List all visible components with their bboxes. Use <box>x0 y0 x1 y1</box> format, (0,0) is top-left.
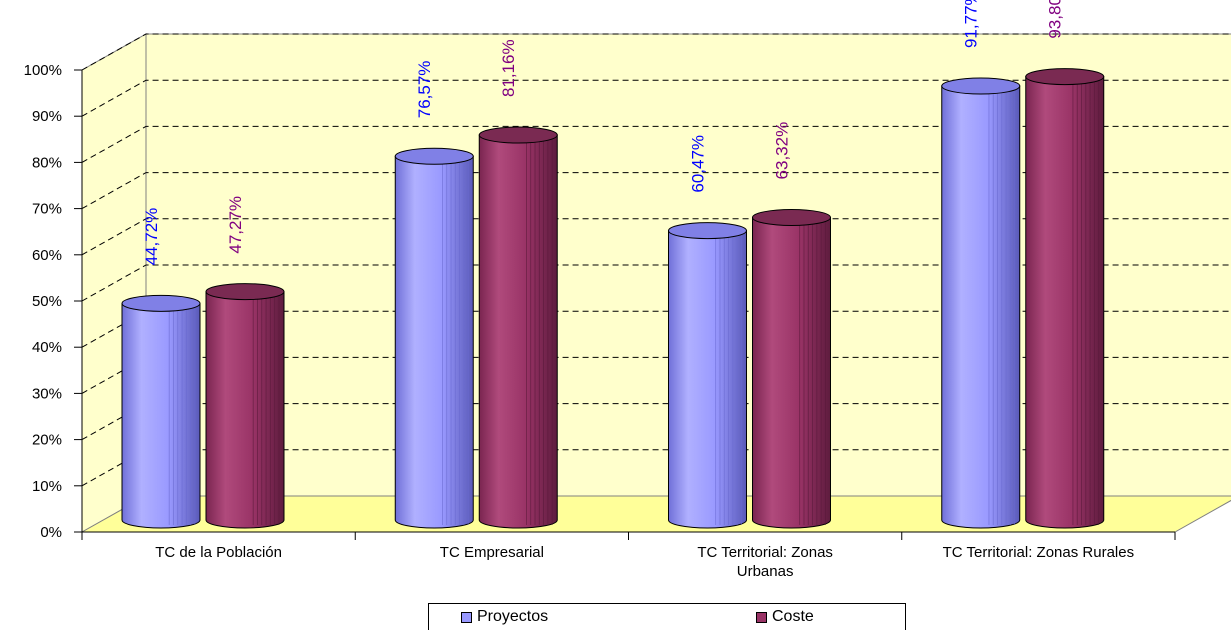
y-tick-label: 0% <box>40 524 62 541</box>
gridline <box>81 264 1231 302</box>
legend-label-proyectos: Proyectos <box>477 608 549 625</box>
y-tick-label: 40% <box>32 339 62 356</box>
y-tick-label: 90% <box>32 108 62 125</box>
bar-top <box>205 283 285 301</box>
gridline <box>81 172 1231 210</box>
gridline <box>81 218 1231 256</box>
bar-top <box>1025 68 1105 86</box>
y-tick-label: 20% <box>32 432 62 449</box>
legend-swatch-proyectos <box>461 611 472 623</box>
bar <box>478 134 558 529</box>
y-tick-label: 30% <box>32 385 62 402</box>
y-tick-label: 100% <box>24 62 62 79</box>
y-tick-label: 70% <box>32 201 62 218</box>
bar-top <box>941 77 1021 95</box>
legend-item-proyectos: Proyectos <box>461 608 548 626</box>
y-tick-label: 80% <box>32 154 62 171</box>
bar-top <box>394 147 474 165</box>
bar <box>121 302 201 529</box>
data-label: 81,16% <box>499 39 518 97</box>
bar-top <box>668 222 747 240</box>
bar-top <box>121 294 201 312</box>
data-label: 91,77% <box>962 0 981 48</box>
legend-item-coste: Coste <box>756 608 814 626</box>
bar <box>1025 76 1105 529</box>
x-tick-label: TC Territorial: Zonas <box>697 544 833 561</box>
data-label: 63,32% <box>773 122 792 180</box>
gridline <box>81 125 1231 163</box>
bar <box>394 155 474 529</box>
legend-label-coste: Coste <box>772 608 814 625</box>
x-tick-label: TC Territorial: Zonas Rurales <box>943 544 1134 561</box>
bar <box>941 85 1021 529</box>
data-label: 60,47% <box>689 135 708 193</box>
bar <box>668 230 747 529</box>
data-label: 76,57% <box>415 61 434 119</box>
data-label: 44,72% <box>142 208 161 266</box>
y-tick-label: 10% <box>32 478 62 495</box>
bar-top <box>752 208 831 226</box>
bar-top <box>478 126 558 144</box>
legend-swatch-coste <box>756 611 767 623</box>
data-label: 93,80% <box>1046 0 1065 39</box>
gridline <box>81 79 1231 117</box>
x-tick-label: TC de la Población <box>155 544 282 561</box>
y-tick-label: 50% <box>32 293 62 310</box>
legend: Proyectos Coste <box>428 603 906 630</box>
bar <box>205 291 285 529</box>
gridline <box>81 33 1231 71</box>
bar <box>752 216 831 529</box>
y-tick-label: 60% <box>32 247 62 264</box>
x-tick-label: Urbanas <box>737 563 794 580</box>
x-tick-label: TC Empresarial <box>440 544 544 561</box>
data-label: 47,27% <box>226 196 245 254</box>
